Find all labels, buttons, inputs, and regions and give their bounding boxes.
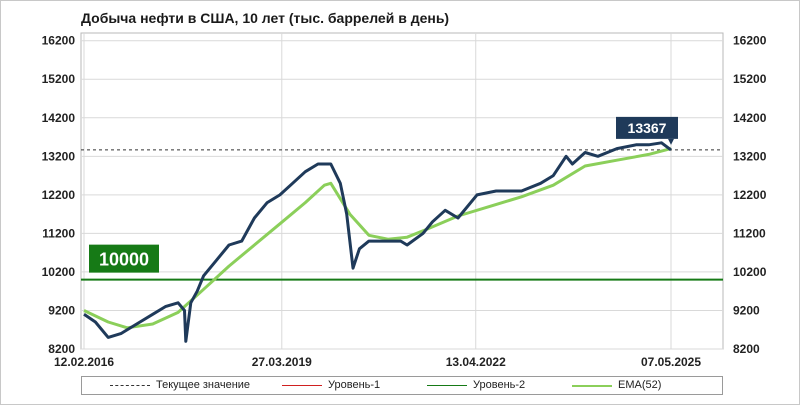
y-axis-right: 8200 9200 10200 11200 12200 13200 14200 15200 16… [733,34,767,356]
legend-label-current: Текущее значение [156,379,251,391]
legend-swatch-ema [572,385,612,387]
y-tick-label-left: 10200 [42,265,76,279]
legend-swatch-level-2 [427,385,467,386]
y-axis-left: 8200 9200 10200 11200 12200 13200 14200 15200 16… [42,34,76,356]
plot-area [80,32,724,350]
chart-title: Добыча нефти в США, 10 лет (тыс. барреле… [81,10,449,26]
y-tick-label-right: 16200 [733,34,767,48]
x-tick-label: 12.02.2016 [54,355,114,369]
y-tick-label-right: 11200 [733,226,766,240]
y-tick-label-right: 10200 [733,265,767,279]
current-value-badge [616,116,678,139]
current-value-badge-label: 13367 [628,120,667,136]
production-series-line [83,141,672,343]
x-tick-label: 07.05.2025 [641,355,701,369]
series [83,141,672,343]
x-axis: 12.02.2016 27.03.2019 13.04.2022 07.05.2025 [54,355,701,369]
y-tick-label-left: 11200 [42,226,75,240]
legend-swatch-level-1 [282,385,322,386]
y-tick-label-left: 16200 [42,34,76,48]
y-tick-label-left: 12200 [42,188,76,202]
x-tick-label: 13.04.2022 [446,355,506,369]
y-tick-label-right: 14200 [733,111,767,125]
ema-series-line [83,147,672,330]
y-tick-label-right: 9200 [733,303,760,317]
legend-label-level-2: Уровень-2 [473,379,526,391]
y-tick-label-right: 12200 [733,188,767,202]
x-tick-label: 27.03.2019 [252,355,312,369]
y-tick-label-left: 9200 [48,303,75,317]
legend-label-level-1: Уровень-1 [328,379,381,391]
chart-svg: Добыча нефти в США, 10 лет (тыс. барреле… [42,10,767,369]
y-tick-label-right: 8200 [733,342,760,356]
legend-swatch-current [110,385,150,386]
y-tick-label-right: 13200 [733,149,767,163]
y-tick-label-left: 15200 [42,72,76,86]
y-tick-label-left: 14200 [42,111,76,125]
badges: 10000 13367 [89,116,678,273]
y-tick-label-left: 8200 [48,342,75,356]
current-value-badge-pointer [668,138,674,145]
y-tick-label-right: 15200 [733,72,767,86]
y-tick-label-left: 13200 [42,149,76,163]
level-2-badge-label: 10000 [99,250,149,270]
level-2-badge [89,244,159,273]
legend: Текущее значение Уровень-1 Уровень-2 EMA… [81,376,723,395]
legend-label-ema: EMA(52) [618,379,662,391]
